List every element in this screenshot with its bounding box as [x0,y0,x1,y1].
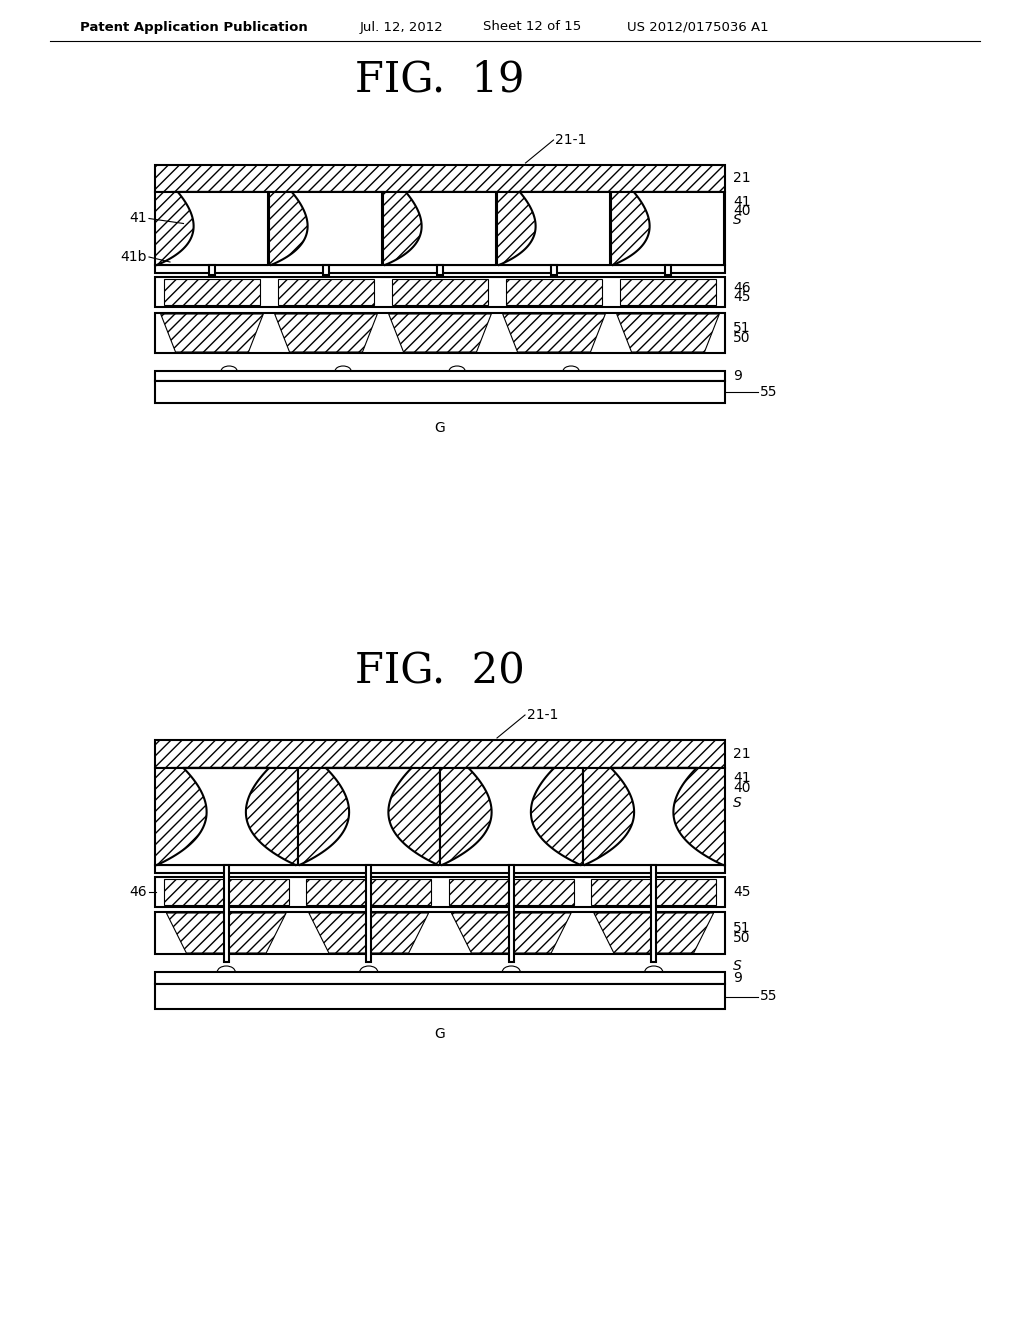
Text: G: G [434,1027,445,1041]
Bar [269,191,383,265]
Bar [224,865,228,962]
Text: 9: 9 [733,972,741,985]
Text: 41: 41 [129,211,147,226]
Bar [172,191,252,213]
Bar [155,912,725,954]
Text: G: G [434,421,445,436]
Text: 50: 50 [733,931,751,945]
Text: 45: 45 [733,290,751,304]
Bar [506,279,602,305]
Bar [611,191,725,265]
Bar [323,265,329,275]
Bar [155,371,725,381]
Polygon shape [274,314,377,352]
Polygon shape [385,191,496,265]
Text: 21-1: 21-1 [555,133,587,147]
Polygon shape [309,913,429,953]
Bar [591,879,717,906]
Text: 41b: 41b [121,249,147,264]
Text: FIG.  20: FIG. 20 [355,651,525,693]
Text: Sheet 12 of 15: Sheet 12 of 15 [483,21,582,33]
Polygon shape [613,191,724,265]
Bar [298,768,440,865]
Bar [392,279,487,305]
Text: 21: 21 [733,172,751,186]
Bar [367,865,372,962]
Text: S: S [733,213,741,227]
Text: 9: 9 [733,370,741,383]
Bar [155,768,298,865]
Polygon shape [271,191,382,265]
Bar [155,191,269,265]
Bar [651,865,656,962]
Text: 40: 40 [733,781,751,795]
Bar [164,279,260,305]
Text: S: S [733,796,741,810]
Bar [209,265,215,275]
Polygon shape [452,913,571,953]
Text: 41: 41 [733,771,751,785]
Bar [155,381,725,403]
Bar [155,865,725,873]
Text: US 2012/0175036 A1: US 2012/0175036 A1 [627,21,769,33]
Bar [155,972,725,983]
Text: 51: 51 [733,321,751,335]
Text: 46: 46 [129,884,147,899]
Bar [314,768,423,788]
Bar [440,768,583,865]
Bar [164,879,289,906]
Text: S: S [733,960,741,973]
Bar [155,983,725,1008]
Bar [514,191,594,213]
Bar [155,876,725,907]
Text: 45: 45 [733,884,751,899]
Polygon shape [616,314,719,352]
Bar [457,768,565,788]
Text: 40: 40 [733,205,751,218]
Bar [449,879,573,906]
Bar [600,768,708,788]
Bar [383,191,497,265]
Polygon shape [442,768,581,865]
Text: 21: 21 [733,747,751,762]
Polygon shape [161,314,263,352]
Bar [551,265,557,275]
Text: Patent Application Publication: Patent Application Publication [80,21,308,33]
Bar [665,265,671,275]
Bar [621,279,716,305]
Polygon shape [594,913,714,953]
Text: 46: 46 [733,281,751,294]
Text: FIG.  19: FIG. 19 [355,59,524,102]
Bar [155,165,725,191]
Bar [155,277,725,308]
Polygon shape [299,768,438,865]
Text: 50: 50 [733,331,751,345]
Text: Jul. 12, 2012: Jul. 12, 2012 [360,21,443,33]
Polygon shape [166,913,286,953]
Polygon shape [389,314,492,352]
Bar [437,265,443,275]
Bar [306,879,431,906]
Polygon shape [157,191,268,265]
Polygon shape [499,191,610,265]
Bar [155,741,725,768]
Polygon shape [503,314,605,352]
Bar [509,865,514,962]
Bar [155,313,725,352]
Bar [286,191,366,213]
Text: 55: 55 [760,990,777,1003]
Bar [497,191,611,265]
Bar [172,768,281,788]
Bar [155,265,725,273]
Text: 41: 41 [733,195,751,209]
Bar [628,191,708,213]
Text: 21-1: 21-1 [527,708,558,722]
Polygon shape [585,768,723,865]
Polygon shape [157,768,296,865]
Bar [279,279,374,305]
Bar [583,768,725,865]
Text: 51: 51 [733,921,751,935]
Bar [400,191,480,213]
Text: 55: 55 [760,385,777,399]
